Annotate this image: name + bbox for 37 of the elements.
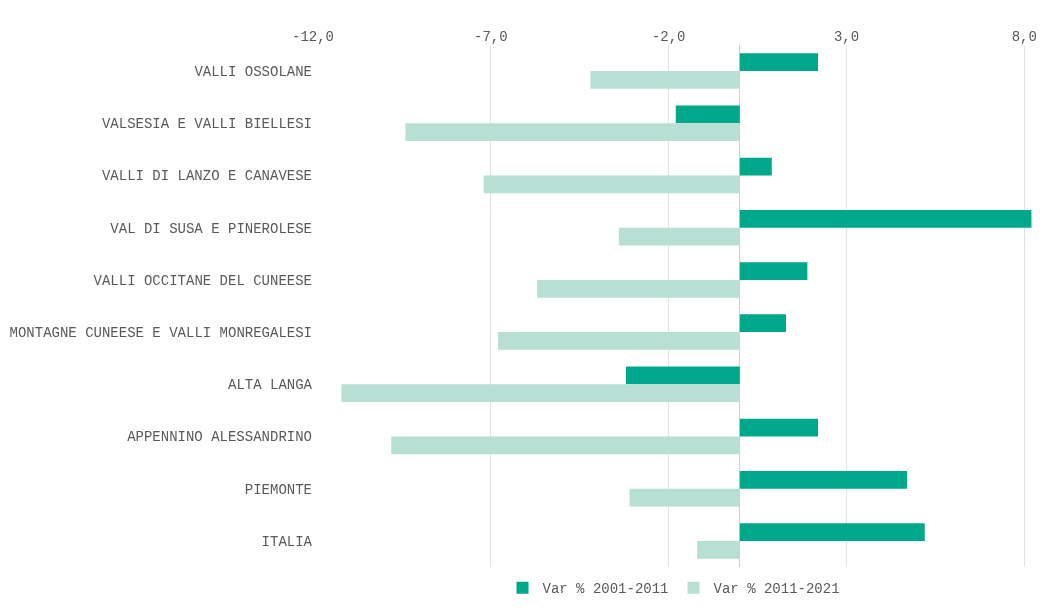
y-tick-label: ITALIA — [261, 533, 313, 550]
bar — [483, 175, 740, 194]
bar — [618, 227, 740, 246]
bar — [697, 540, 740, 559]
bar — [739, 523, 925, 541]
y-tick-label: VALLI OSSOLANE — [194, 64, 312, 80]
y-tick-label: VALSESIA E VALLI BIELLESI — [101, 116, 312, 133]
y-tick-label: ALTA LANGA — [227, 377, 313, 394]
x-tick-label: -2,0 — [651, 29, 686, 46]
y-tick-label: APPENNINO ALESSANDRINO — [127, 429, 312, 446]
bar — [739, 262, 808, 280]
y-tick-label: VALLI DI LANZO E CANAVESE — [101, 168, 312, 185]
y-tick-label: MONTAGNE CUNEESE E VALLI MONREGALESI — [9, 325, 312, 341]
bar — [625, 366, 740, 385]
x-tick-label: 3,0 — [833, 29, 860, 46]
y-tick-label: PIEMONTE — [244, 481, 312, 498]
bar — [739, 53, 819, 72]
bar — [537, 279, 740, 298]
bar — [497, 332, 740, 350]
bar — [391, 436, 740, 455]
bar — [405, 123, 740, 142]
legend-label: Var % 2011-2021 — [713, 581, 840, 598]
x-tick-label: -7,0 — [474, 29, 508, 46]
bar — [739, 314, 787, 333]
legend-label: Var % 2001-2011 — [542, 581, 669, 598]
x-tick-label: -12,0 — [291, 29, 335, 46]
bar — [739, 209, 1032, 228]
bar — [629, 488, 740, 507]
bar — [590, 71, 740, 89]
y-tick-label: VALLI OCCITANE DEL CUNEESE — [93, 272, 312, 289]
x-tick-label: 8,0 — [1011, 29, 1037, 46]
y-tick-label: VAL DI SUSA E PINEROLESE — [110, 220, 312, 237]
bar — [739, 418, 819, 437]
bar — [739, 157, 772, 176]
bar — [739, 470, 907, 489]
bar — [341, 384, 740, 403]
bar — [675, 105, 740, 124]
